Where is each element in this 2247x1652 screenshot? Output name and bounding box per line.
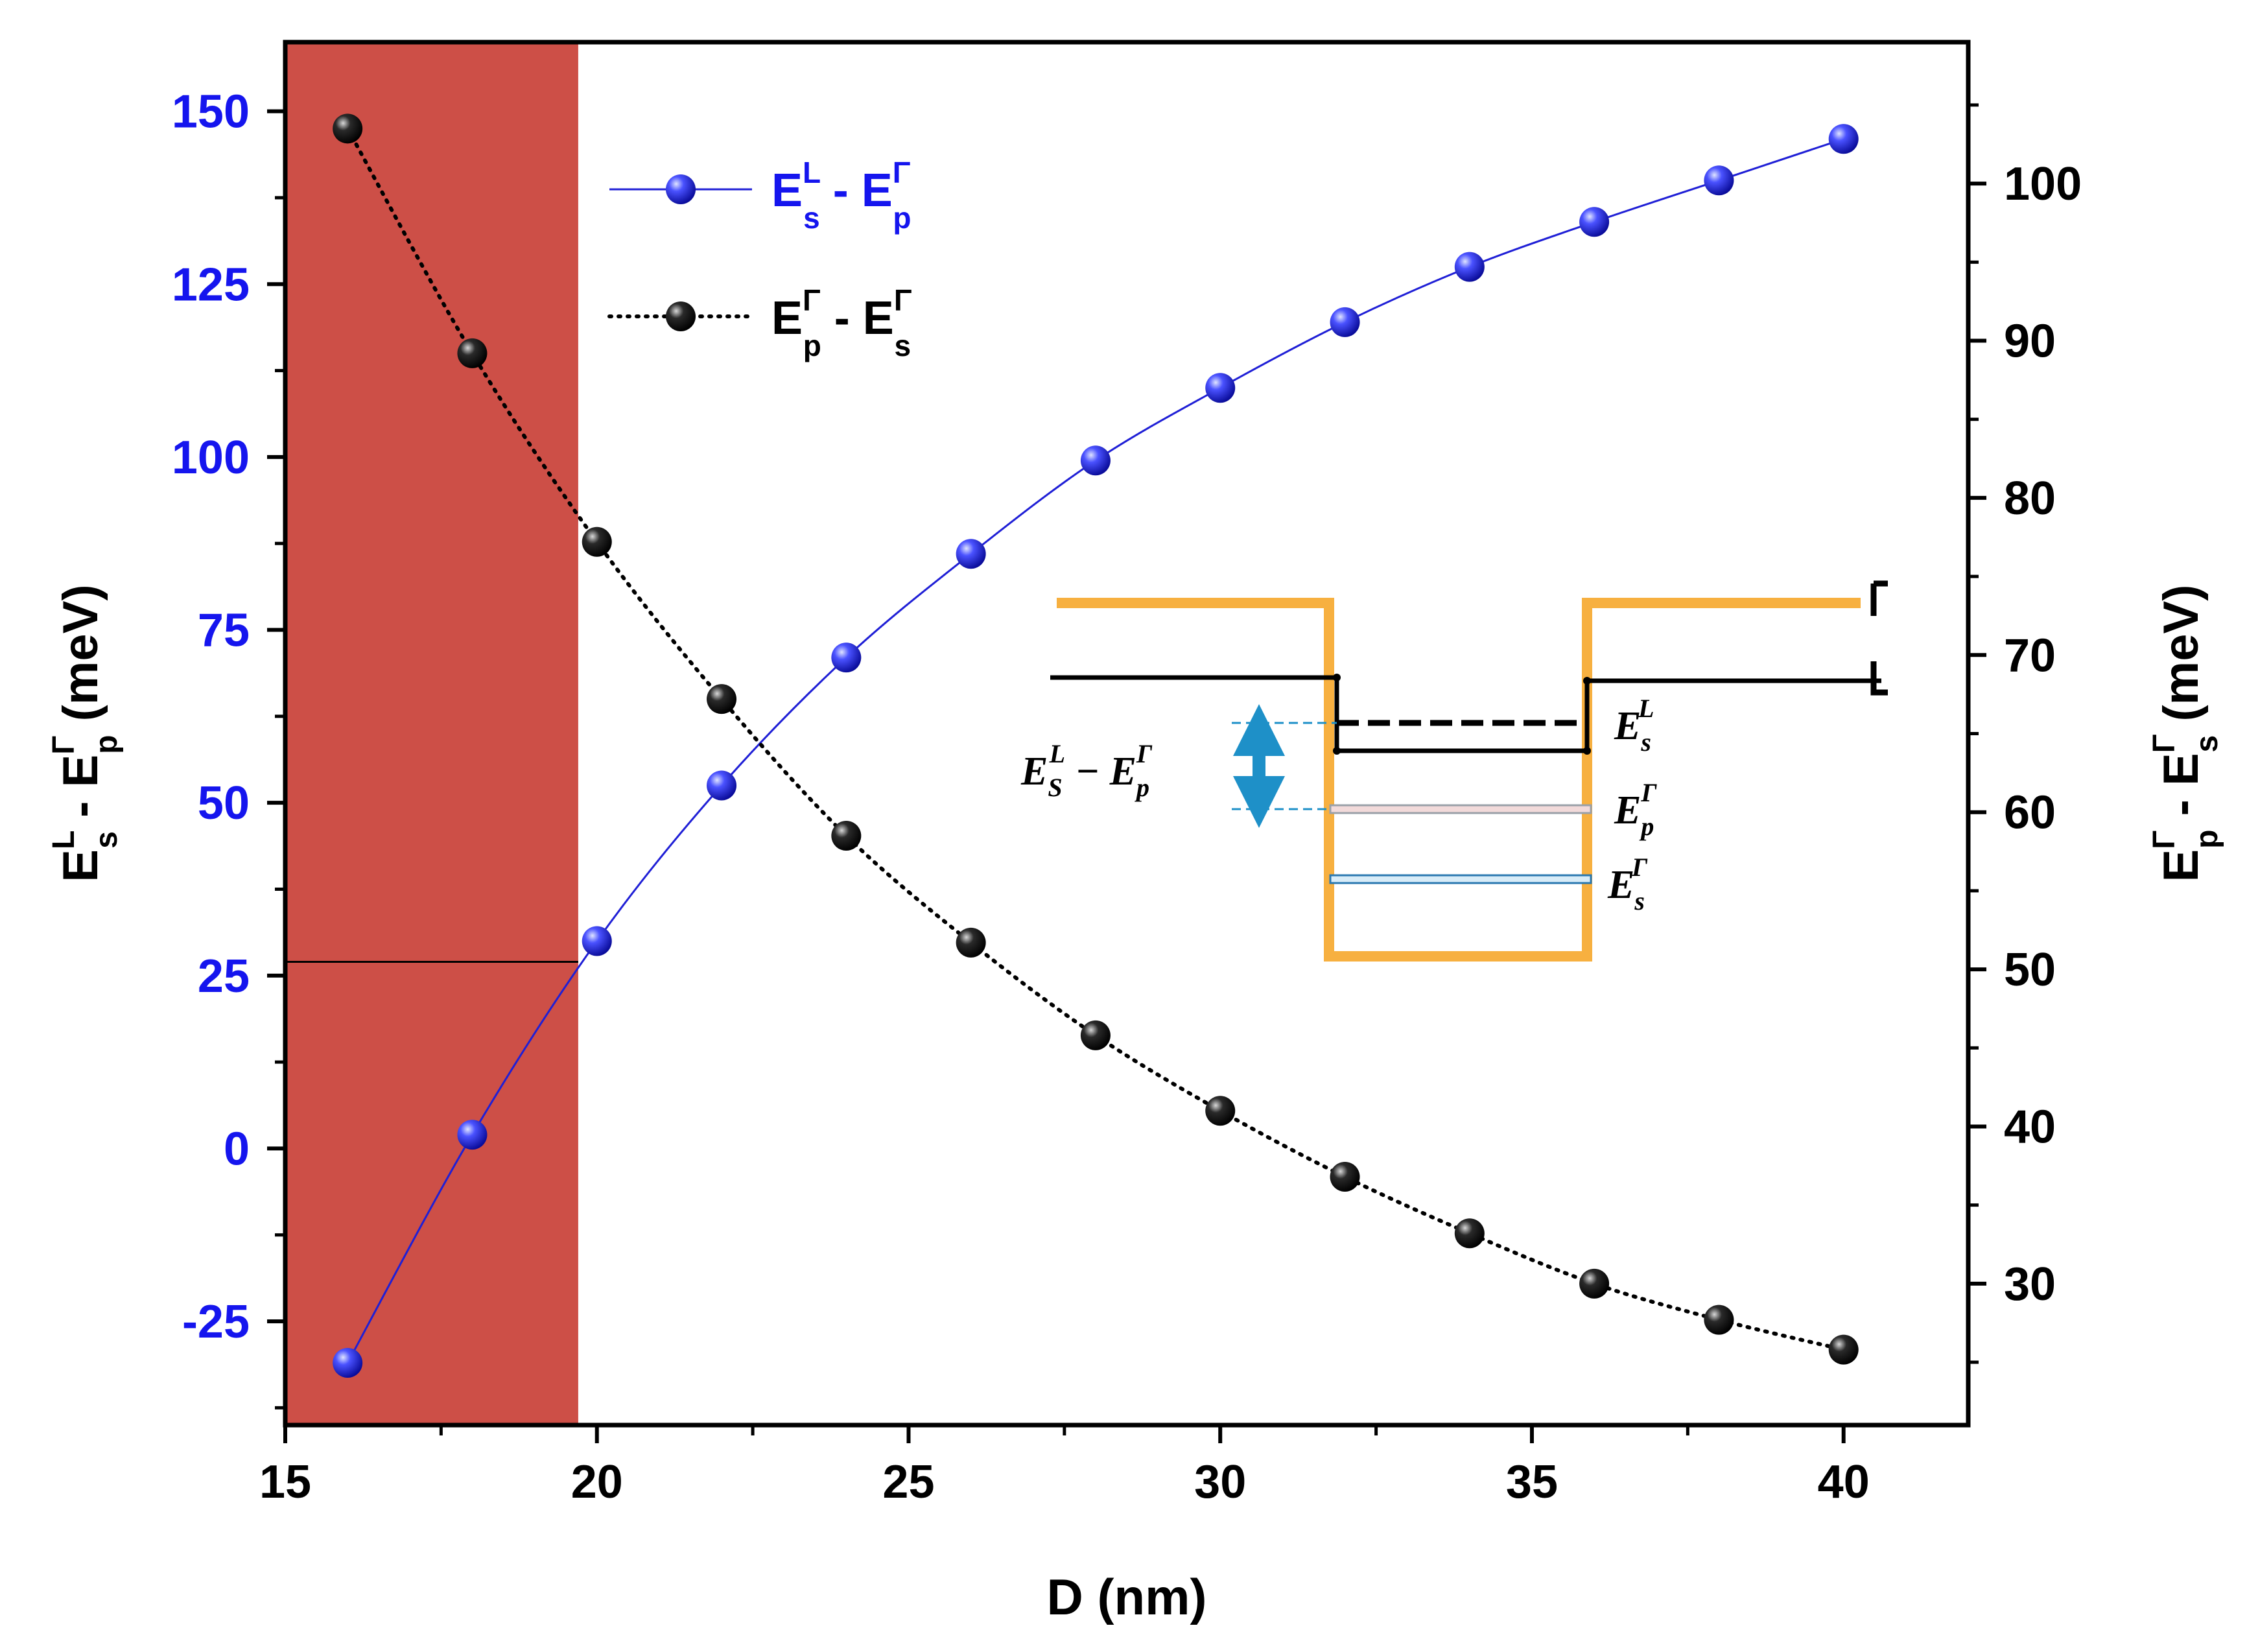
right-tick-label: 90	[2004, 316, 2056, 368]
svg-text:EΓp - EΓs: EΓ p - EΓ s	[771, 283, 912, 362]
data-point-blue	[333, 1348, 363, 1378]
right-tick-label: 60	[2004, 787, 2056, 839]
inset-label-es-l: EsL	[1614, 694, 1654, 757]
inset-ep-gamma-level	[1329, 804, 1592, 814]
right-tick-label: 70	[2004, 630, 2056, 681]
left-axis-ticks: -25 0 25 50 75 100 125 150	[172, 86, 285, 1410]
data-point-blue	[1330, 307, 1360, 337]
data-point-black	[582, 526, 612, 557]
right-tick-label: 100	[2004, 158, 2082, 210]
right-tick-label: 50	[2004, 944, 2056, 996]
inset-es-gamma-level	[1329, 874, 1592, 884]
data-point-blue	[457, 1120, 488, 1150]
left-axis-label: EL s - EΓ p (meV)	[47, 584, 124, 882]
data-point-black	[1579, 1268, 1610, 1299]
right-axis-label: EΓ p - EΓ s (meV)	[2147, 585, 2224, 882]
inset-label-ep-gamma: EpΓ	[1614, 778, 1657, 841]
left-tick-label: 150	[172, 86, 250, 138]
data-point-blue	[956, 539, 986, 569]
right-tick-label: 40	[2004, 1101, 2056, 1153]
left-tick-label: 50	[198, 777, 250, 829]
data-point-black	[1704, 1304, 1734, 1335]
right-axis-ticks: 30 40 50 60 70 80 90 100	[1968, 103, 2082, 1364]
legend-entry-blue: EL s - EΓ p	[609, 156, 912, 235]
data-point-black	[1080, 1020, 1111, 1050]
data-point-black	[457, 338, 488, 368]
x-tick-label: 25	[882, 1456, 934, 1508]
data-point-black	[333, 113, 363, 144]
data-point-black	[707, 684, 737, 714]
svg-text:Γ: Γ	[1883, 612, 1885, 613]
left-tick-label: 125	[172, 259, 250, 311]
data-point-blue	[1205, 373, 1236, 403]
inset-l-band	[1050, 675, 1881, 753]
left-tick-label: -25	[182, 1296, 250, 1348]
data-point-blue	[1454, 252, 1485, 282]
left-tick-label: 0	[224, 1123, 250, 1175]
x-tick-label: 35	[1506, 1456, 1558, 1508]
x-tick-label: 40	[1818, 1456, 1870, 1508]
data-point-black	[1828, 1334, 1859, 1365]
inset-label-gap: ESL − EpΓ	[1020, 739, 1153, 802]
data-point-black	[956, 927, 986, 958]
data-point-blue	[707, 770, 737, 801]
svg-text:ELs - EΓp (meV): EL s - EΓ p (meV)	[47, 584, 124, 882]
series-points-ep-gamma-minus-es-gamma	[333, 113, 1859, 1365]
right-tick-label: 80	[2004, 473, 2056, 525]
right-tick-label: 30	[2004, 1258, 2056, 1310]
data-point-blue	[831, 643, 862, 673]
x-axis-ticks: 15 20 25 30 35 40	[259, 1425, 1870, 1508]
svg-text:EΓp - EΓs (meV): EΓ p - EΓ s (meV)	[2147, 585, 2224, 882]
left-tick-label: 25	[198, 950, 250, 1002]
x-tick-label: 20	[571, 1456, 623, 1508]
legend: EL s - EΓ p EΓ p - EΓ s	[607, 156, 912, 362]
svg-text:ELs - EΓp: EL s - EΓ p	[771, 156, 912, 235]
series-points-es-l-minus-ep-gamma	[333, 124, 1859, 1378]
series-line-es-l-minus-ep-gamma	[346, 137, 1844, 1363]
data-point-blue	[1704, 165, 1734, 196]
shaded-region	[285, 42, 578, 1425]
data-point-blue	[1579, 207, 1610, 237]
left-tick-label: 100	[172, 432, 250, 484]
x-tick-label: 15	[259, 1456, 311, 1508]
x-tick-label: 30	[1194, 1456, 1246, 1508]
inset-l-label: L	[1870, 661, 1888, 696]
legend-entry-black: EΓ p - EΓ s	[607, 283, 912, 362]
left-tick-label: 75	[198, 605, 250, 657]
data-point-blue	[1828, 124, 1859, 154]
inset-gamma-label: Γ	[1870, 580, 1888, 616]
inset-label-es-gamma: EsΓ	[1607, 853, 1648, 915]
data-point-black	[1454, 1218, 1485, 1249]
data-point-black	[1330, 1162, 1360, 1192]
data-point-black	[1205, 1096, 1236, 1126]
inset-gamma-band	[1057, 598, 1861, 962]
data-point-blue	[1080, 445, 1111, 476]
x-axis-label: D (nm)	[1047, 1568, 1207, 1625]
data-point-black	[831, 821, 862, 851]
data-point-blue	[582, 926, 612, 956]
inset-band-diagram: Γ L EsL EpΓ EsΓ ESL − EpΓ	[1020, 580, 1888, 962]
